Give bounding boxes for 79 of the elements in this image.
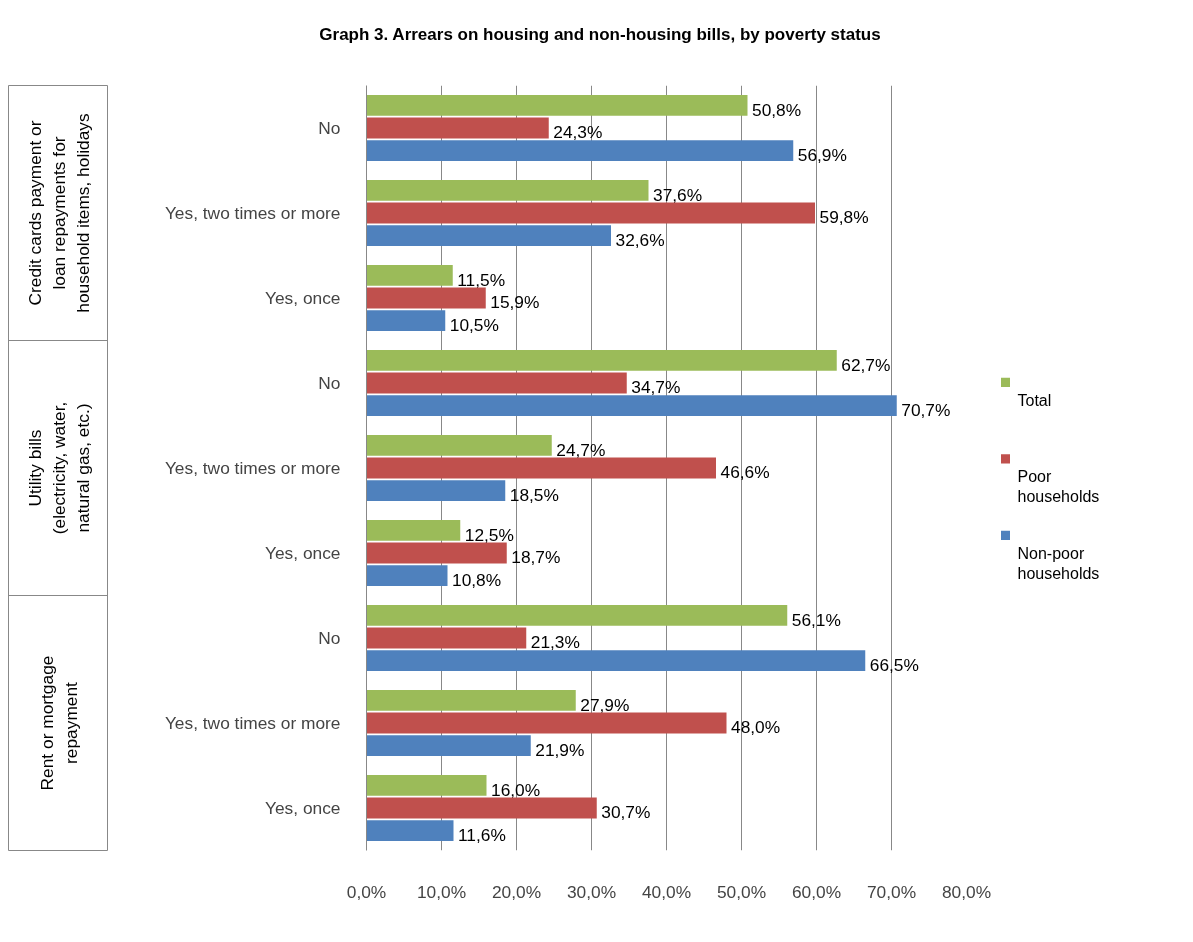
bar: [366, 225, 611, 247]
bar: [366, 565, 448, 587]
y-tick-label: Yes, two times or more: [164, 203, 341, 223]
data-label: 66,5%: [869, 654, 919, 675]
y-tick-label: Yes, two times or more: [164, 458, 341, 478]
data-label: 46,6%: [720, 462, 770, 483]
data-label: 21,3%: [530, 632, 580, 653]
legend-label: Poor households: [1017, 468, 1100, 506]
bar: [366, 650, 866, 672]
data-label: 18,7%: [511, 547, 561, 568]
bar: [366, 117, 549, 139]
bar: [366, 774, 487, 796]
text: Utility bills (electricity, water, natural gas, etc.): [24, 401, 93, 535]
y-tick-label: No: [318, 373, 341, 393]
data-label: 50,8%: [752, 99, 802, 120]
data-label: 10,5%: [449, 314, 499, 335]
data-label: 15,9%: [490, 292, 540, 313]
bar: [366, 395, 897, 417]
legend-label: Non-poor households: [1017, 544, 1100, 582]
bar: [366, 712, 727, 734]
x-tick-label: 30,0%: [566, 881, 617, 902]
data-label: 27,9%: [580, 694, 630, 715]
data-label: 70,7%: [901, 399, 951, 420]
data-label: 11,6%: [458, 824, 506, 845]
bar: [366, 689, 576, 711]
data-label: 16,0%: [491, 779, 541, 800]
data-label: 37,6%: [653, 184, 703, 205]
data-label: 11,5%: [457, 269, 506, 290]
x-tick-label: 50,0%: [716, 881, 767, 902]
bar: [366, 179, 649, 201]
x-tick-label: 70,0%: [866, 881, 917, 902]
y-tick-label: Yes, once: [265, 543, 341, 563]
data-label: 59,8%: [819, 207, 869, 228]
bar: [366, 140, 794, 162]
data-label: 56,1%: [791, 609, 841, 630]
data-label: 21,9%: [535, 739, 585, 760]
data-label: 24,7%: [556, 439, 606, 460]
bar: [366, 480, 506, 502]
data-label: 34,7%: [631, 377, 681, 398]
data-label: 62,7%: [841, 354, 891, 375]
x-tick-label: 20,0%: [491, 881, 542, 902]
bar: [366, 287, 486, 309]
data-label: 10,8%: [452, 569, 502, 590]
x-tick-label: 0,0%: [346, 881, 387, 902]
x-tick-label: 10,0%: [416, 881, 467, 902]
y-tick-label: No: [318, 118, 341, 138]
bar: [366, 519, 461, 541]
data-label: 12,5%: [464, 524, 514, 545]
bar: [366, 372, 627, 394]
bar: [366, 349, 837, 371]
data-label: 18,5%: [509, 484, 559, 505]
x-tick-label: 40,0%: [641, 881, 692, 902]
data-label: 56,9%: [797, 144, 847, 165]
text: Rent or mortgage repayment: [36, 655, 81, 791]
data-label: 24,3%: [553, 122, 603, 143]
y-tick-label: Yes, two times or more: [164, 713, 341, 733]
y-tick-label: Yes, once: [265, 288, 341, 308]
bar: [366, 94, 748, 116]
bar: [366, 264, 453, 286]
x-tick-label: 60,0%: [791, 881, 842, 902]
bar: [366, 735, 531, 757]
x-tick-label: 80,0%: [941, 881, 992, 902]
y-tick-label: No: [318, 628, 341, 648]
data-label: 48,0%: [731, 717, 781, 738]
bar: [366, 797, 597, 819]
bar: [366, 604, 788, 626]
data-label: 30,7%: [601, 802, 651, 823]
bar: [366, 820, 454, 842]
legend-label: Total: [1017, 391, 1052, 409]
text: Credit cards payment or loan repayments for household items, holidays: [24, 112, 93, 313]
chart-title: Graph 3. Arrears on housing and non-housing bills, by poverty status: [319, 24, 881, 46]
bar: [366, 457, 716, 479]
y-tick-label: Yes, once: [265, 798, 341, 818]
bar: [366, 627, 527, 649]
bar: [366, 434, 552, 456]
bar: [366, 542, 507, 564]
data-label: 32,6%: [615, 229, 665, 250]
bar: [366, 202, 815, 224]
bar: [366, 310, 446, 332]
